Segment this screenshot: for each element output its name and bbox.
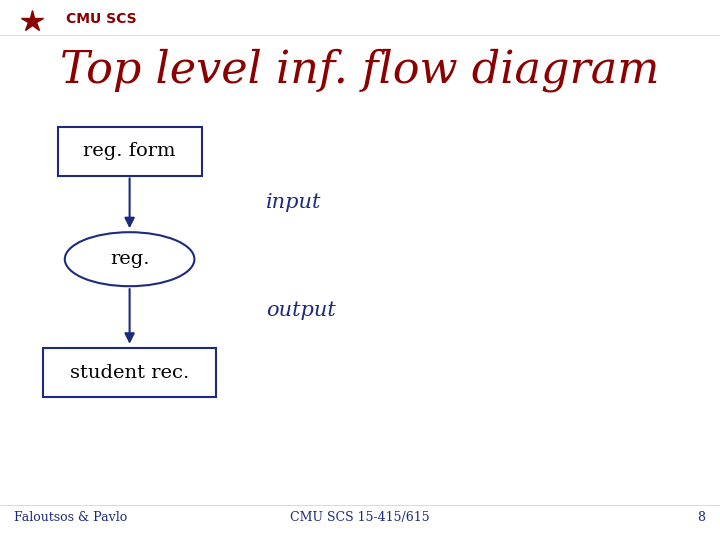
Text: 8: 8 — [698, 511, 706, 524]
Text: CMU SCS 15-415/615: CMU SCS 15-415/615 — [290, 511, 430, 524]
Text: Faloutsos & Pavlo: Faloutsos & Pavlo — [14, 511, 127, 524]
Text: student rec.: student rec. — [70, 363, 189, 382]
Text: CMU SCS: CMU SCS — [66, 12, 137, 26]
Text: input: input — [266, 193, 322, 212]
Text: output: output — [266, 301, 336, 320]
Ellipse shape — [65, 232, 194, 286]
FancyBboxPatch shape — [43, 348, 216, 397]
Text: reg. form: reg. form — [84, 142, 176, 160]
Text: reg.: reg. — [110, 250, 149, 268]
Text: Top level inf. flow diagram: Top level inf. flow diagram — [60, 49, 660, 92]
FancyBboxPatch shape — [58, 127, 202, 176]
